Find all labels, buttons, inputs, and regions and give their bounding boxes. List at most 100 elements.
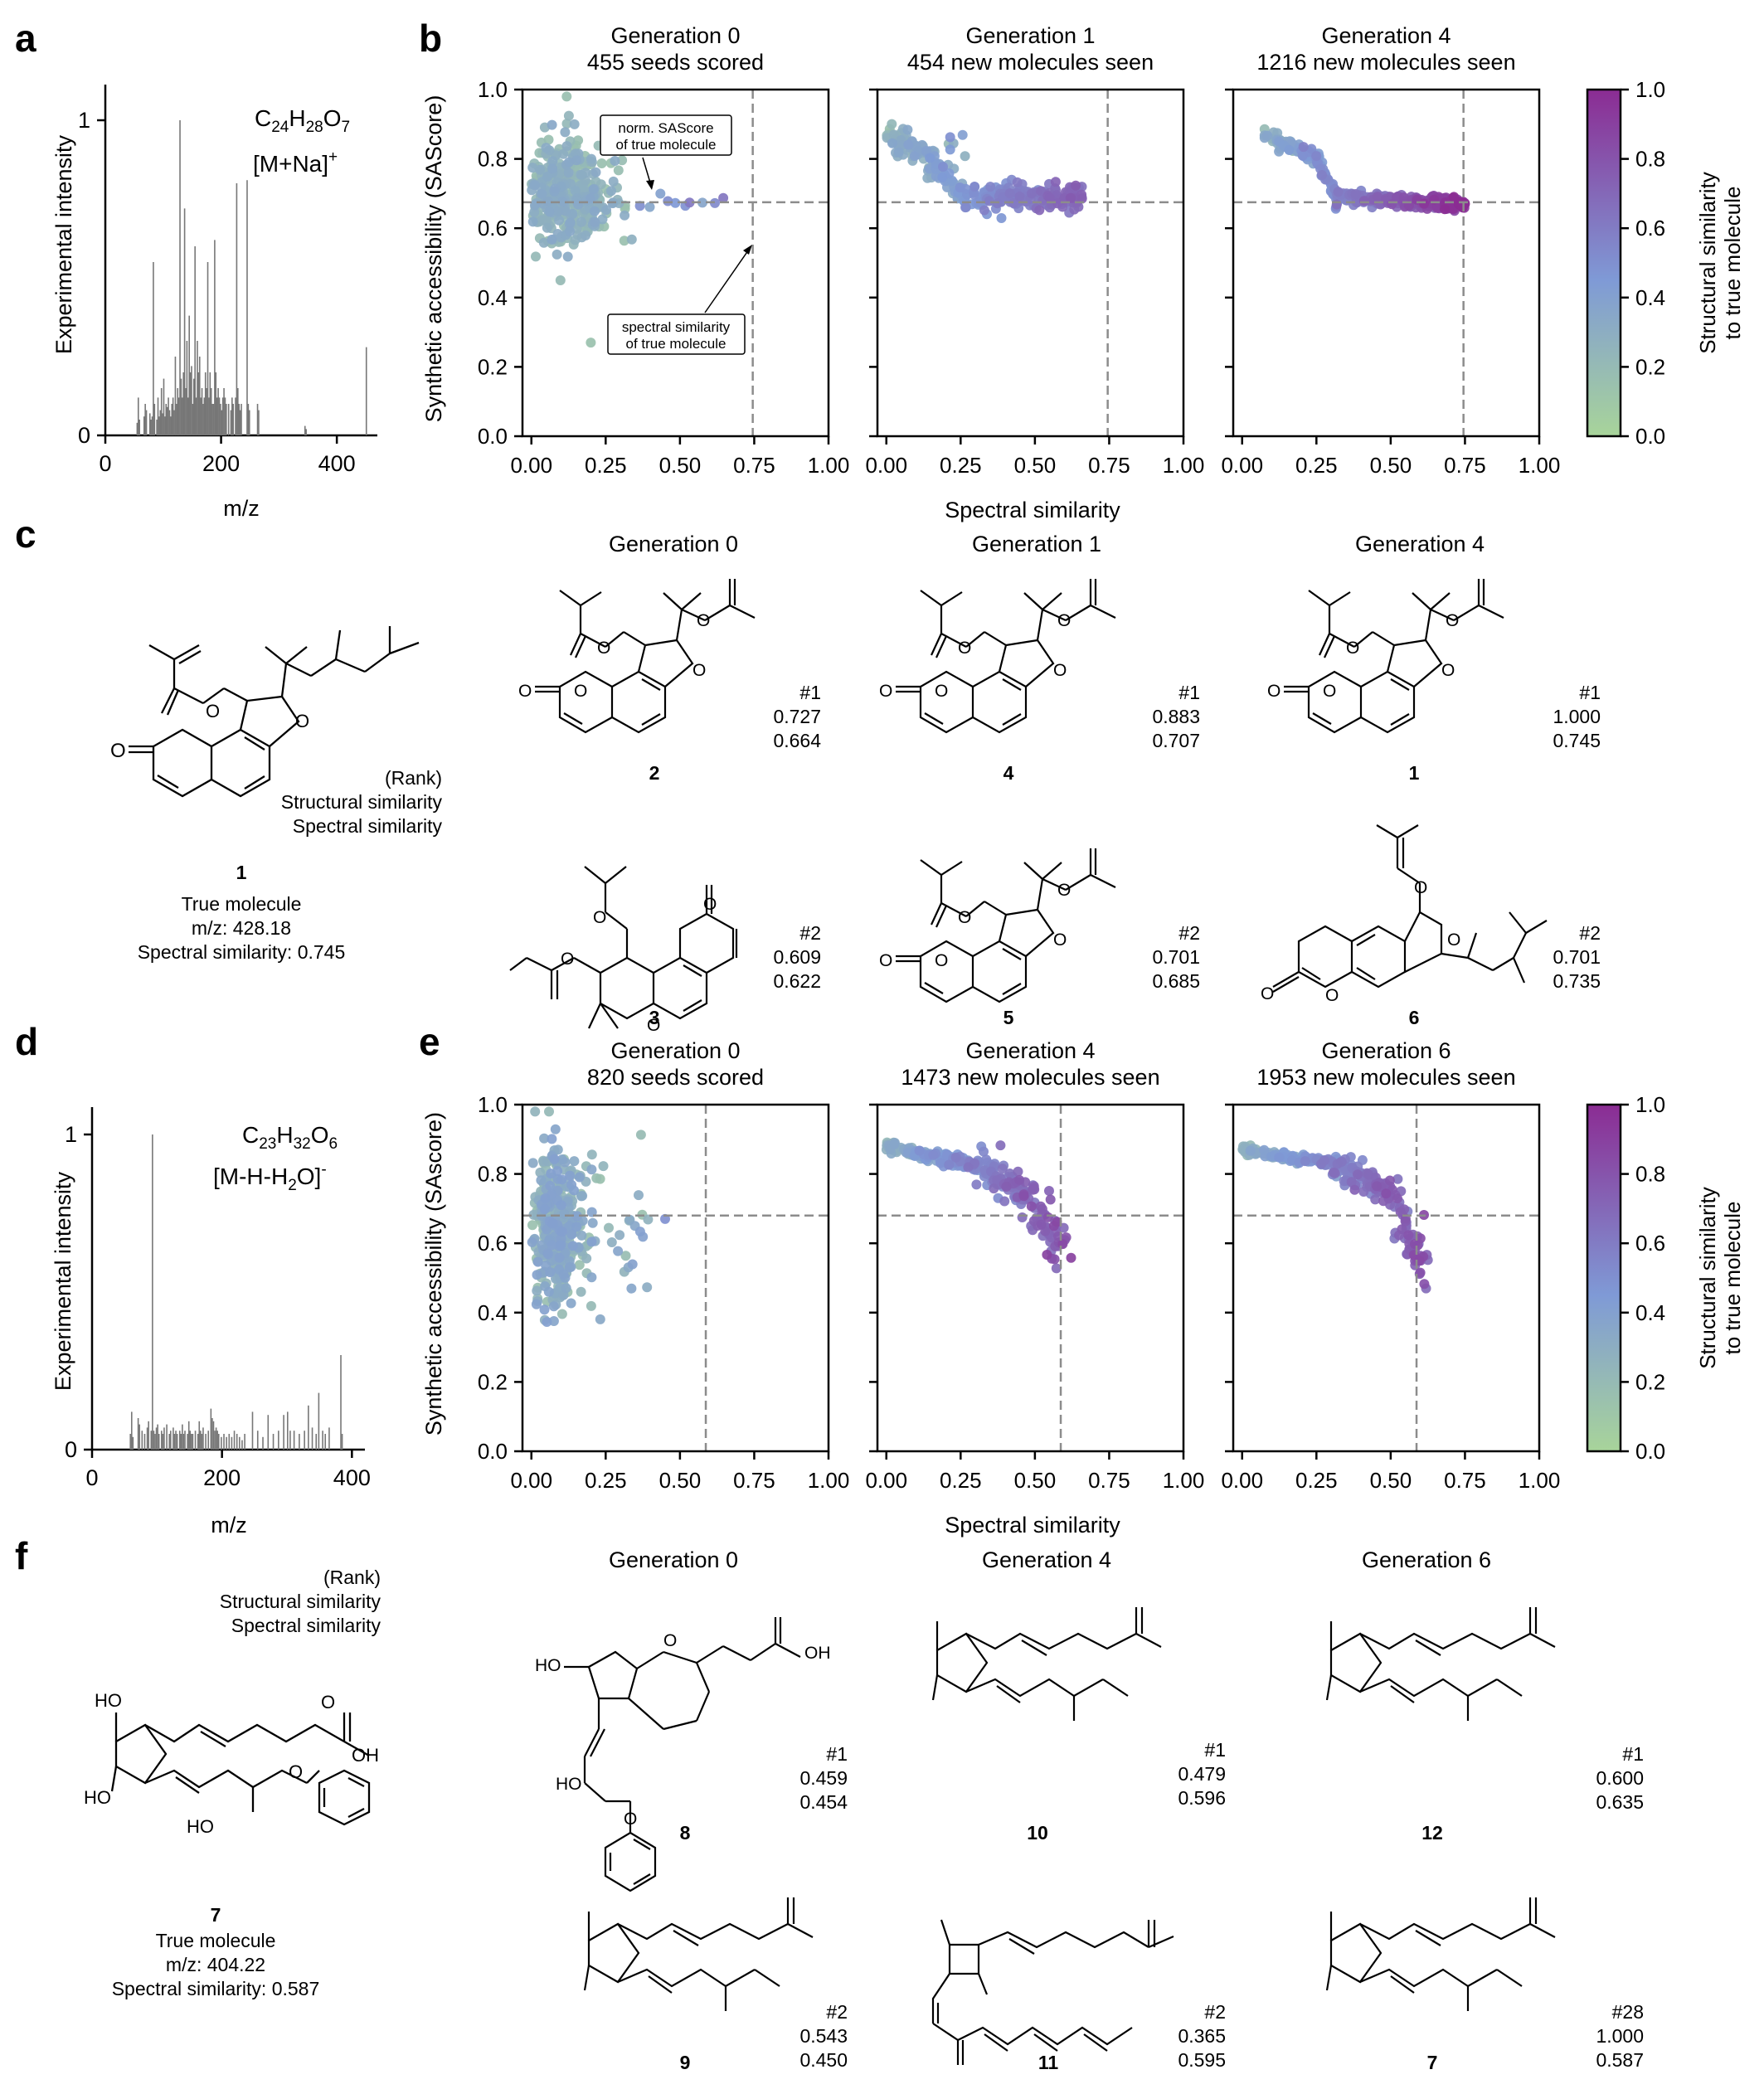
bond: [931, 633, 942, 656]
scatter-point: [547, 156, 558, 167]
plot-frame: [876, 1103, 1185, 1453]
scatter-point: [903, 139, 914, 150]
bond: [729, 605, 756, 619]
bond: [750, 1643, 776, 1661]
scatter-point: [945, 144, 955, 155]
candidate-structural-similarity: 0.459: [799, 1767, 848, 1789]
bond: [996, 1685, 1021, 1703]
scatter-point: [586, 193, 596, 204]
scatter-point: [1262, 130, 1273, 141]
bond: [617, 1922, 789, 1941]
y-tick-label: 1.0: [478, 77, 508, 102]
y-tick-label: 1: [78, 108, 90, 133]
atom-label: O: [1446, 611, 1459, 630]
subplot-title-count: 820 seeds scored: [587, 1065, 764, 1090]
scatter-point: [1071, 180, 1081, 191]
x-tick-label: 0.50: [659, 453, 702, 478]
bond: [1412, 592, 1431, 610]
candidate-spectral-similarity: 0.596: [1178, 1787, 1226, 1809]
bond: [1430, 609, 1455, 621]
legend-rank: (Rank): [323, 1567, 381, 1588]
bond: [648, 1975, 673, 1994]
scatter-point: [1387, 199, 1397, 210]
scatter-point: [1014, 1174, 1025, 1185]
scatter-point: [893, 147, 904, 158]
bond: [633, 1873, 651, 1885]
atom-label: O: [958, 908, 971, 927]
atom-label: O: [624, 1810, 637, 1829]
scatter-point: [992, 198, 1003, 209]
panel-c-generation-titles: Generation 0 Generation 1 Generation 4: [609, 532, 1485, 556]
scatter-point: [1392, 1193, 1402, 1204]
scatter-point: [601, 205, 611, 216]
molecule-structure: O O O O O: [1267, 579, 1504, 734]
bond: [1021, 1640, 1047, 1656]
x-tick-label: 1.00: [808, 1468, 850, 1493]
x-tick-label: 0.25: [940, 1468, 982, 1493]
scatter-point: [1012, 177, 1023, 187]
scatter-point: [1415, 1267, 1426, 1278]
scatter-point: [604, 1222, 614, 1233]
scatter-point: [564, 157, 575, 168]
y-tick-label: 0.0: [478, 424, 508, 449]
subplot-title-generation: Generation 1: [965, 23, 1095, 48]
scatter-point: [586, 1164, 597, 1175]
bond: [605, 631, 624, 648]
scatter-point: [1440, 204, 1450, 215]
scatter-point: [527, 1158, 538, 1168]
x-tick-label: 400: [318, 451, 356, 476]
scatter-subplot: 0.00 0.25 0.50 0.75 1.00 0.0 0.2 0.4 0.6 0.8 1.0 Ge…: [478, 1038, 849, 1493]
scatter-point: [1419, 198, 1430, 209]
colorbar-tick-label: 0.8: [1635, 147, 1665, 172]
scatter-point: [634, 201, 645, 211]
bond: [919, 940, 974, 1003]
scatter-point: [887, 138, 897, 148]
xlabel-d: m/z: [211, 1513, 247, 1538]
ylabel-b: Synthetic accessibility (SAScore): [421, 95, 446, 423]
scatter-point: [937, 172, 948, 182]
bond: [1496, 1969, 1523, 1987]
scatter-point: [569, 1156, 580, 1167]
x-tick-label: 0.50: [1370, 1468, 1412, 1493]
y-tick-label: 0.0: [478, 1439, 508, 1464]
x-tick-label: 0.75: [1088, 453, 1130, 478]
bond: [1042, 592, 1062, 610]
scatter-point: [547, 163, 557, 174]
bond: [920, 859, 942, 876]
bond: [1329, 591, 1351, 606]
scatter-point: [531, 1299, 542, 1309]
ring: [1350, 925, 1407, 989]
scatter-point: [950, 1152, 961, 1163]
bond: [1397, 867, 1421, 884]
scatter-point: [1372, 192, 1383, 202]
molecule-structure: [583, 1897, 814, 2011]
ring: [935, 1632, 989, 1693]
bond: [998, 908, 1055, 957]
scatter-point: [1358, 196, 1369, 206]
scatter-point: [960, 202, 971, 213]
bond: [573, 957, 601, 974]
bond: [1325, 1674, 1333, 1701]
scatter-point: [1017, 1212, 1028, 1222]
scatter-point: [1036, 1219, 1047, 1230]
bond: [919, 670, 974, 734]
molecule-number: 6: [1409, 1007, 1420, 1028]
x-tick-label: 400: [333, 1465, 371, 1490]
scatter-point: [547, 1240, 557, 1251]
scatter-point: [1410, 1239, 1420, 1250]
x-tick-label: 0.75: [733, 453, 775, 478]
bond: [1042, 878, 1067, 891]
bond: [1135, 1633, 1162, 1648]
x-tick-label: 0.25: [585, 453, 627, 478]
scatter-point: [1317, 170, 1327, 180]
subplot-title-count: 1216 new molecules seen: [1256, 50, 1515, 75]
x-tick-label: 0.75: [1444, 1468, 1486, 1493]
bond: [1312, 712, 1332, 725]
scatter-point: [542, 196, 553, 206]
ticks-d: 0 200 400 0 1: [65, 1122, 371, 1490]
atom-label: HO: [95, 1690, 122, 1711]
bond: [998, 639, 1055, 687]
